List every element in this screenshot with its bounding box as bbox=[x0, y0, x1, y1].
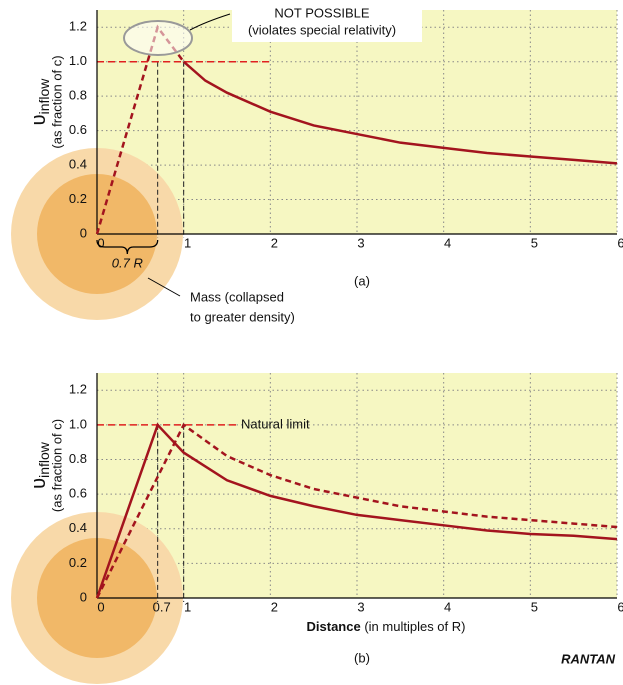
y-axis-note: (as fraction of c) bbox=[49, 419, 64, 512]
y-tick-label: 0.6 bbox=[69, 122, 87, 137]
y-tick-label: 1.0 bbox=[69, 53, 87, 68]
y-label-symbol: υ bbox=[28, 114, 50, 125]
x-tick-label: 2 bbox=[271, 235, 278, 250]
panel-label: (a) bbox=[354, 273, 370, 288]
y-tick-label: 0.2 bbox=[69, 555, 87, 570]
y-label-subscript: inflow bbox=[36, 78, 52, 115]
y-label-symbol: υ bbox=[28, 478, 50, 489]
y-tick-label: 1.0 bbox=[69, 416, 87, 431]
x-tick-label: 1 bbox=[184, 235, 191, 250]
x-axis-label: Distance (in multiples of R) bbox=[307, 619, 466, 634]
y-tick-label: 0 bbox=[80, 225, 87, 240]
y-tick-label: 1.2 bbox=[69, 382, 87, 397]
x-tick-label: 4 bbox=[444, 599, 451, 614]
annotation: NOT POSSIBLE bbox=[274, 5, 369, 20]
y-tick-label: 0.8 bbox=[69, 88, 87, 103]
panel: 0 0.2 0.4 0.6 0.8 1.0 1.2 0 1 2 3 4 5 6 υinflow(as fra… bbox=[11, 4, 623, 324]
y-tick-label: 0.4 bbox=[69, 157, 87, 172]
y-tick-label: 1.2 bbox=[69, 19, 87, 34]
y-label-subscript: inflow bbox=[36, 441, 52, 478]
x-tick-label: 3 bbox=[357, 599, 364, 614]
x-tick-label: 3 bbox=[357, 235, 364, 250]
annotation: 0.7 R bbox=[112, 255, 143, 270]
x-label-note-text: (in multiples of R) bbox=[364, 619, 465, 634]
y-axis-label: υinflow bbox=[28, 441, 51, 489]
callout-line bbox=[147, 277, 181, 297]
x-tick-label: 5 bbox=[531, 599, 538, 614]
annotation: Mass (collapsed bbox=[190, 289, 284, 304]
y-tick-label: 0.2 bbox=[69, 191, 87, 206]
y-tick-label: 0 bbox=[80, 589, 87, 604]
x-tick-label: 6 bbox=[617, 235, 623, 250]
credit: RANTAN bbox=[561, 651, 616, 666]
callout-box bbox=[232, 4, 422, 42]
panel-label: (b) bbox=[354, 650, 370, 665]
y-axis-note: (as fraction of c) bbox=[49, 55, 64, 148]
highlight-ellipse bbox=[123, 20, 193, 56]
x-tick-label: 0 bbox=[97, 599, 104, 614]
x-tick-label: 2 bbox=[271, 599, 278, 614]
y-tick-label: 0.6 bbox=[69, 486, 87, 501]
panel: 0 0.2 0.4 0.6 0.8 1.0 1.2 0 0.7 1 2 3 4 5 6 υinflow(as … bbox=[11, 373, 623, 684]
data-line bbox=[95, 422, 618, 599]
annotation: Natural limit bbox=[241, 416, 310, 431]
x-tick-label: 4 bbox=[444, 235, 451, 250]
x-tick-label: 5 bbox=[531, 235, 538, 250]
brace bbox=[96, 239, 159, 255]
y-tick-label: 0.8 bbox=[69, 451, 87, 466]
x-tick-label: 1 bbox=[184, 599, 191, 614]
x-tick-label: 0 bbox=[97, 235, 104, 250]
x-label-main: Distance bbox=[307, 619, 361, 634]
data-line bbox=[182, 60, 618, 165]
y-axis-label: υinflow bbox=[28, 78, 51, 126]
annotation: to greater density) bbox=[190, 309, 295, 324]
y-tick-label: 0.4 bbox=[69, 520, 87, 535]
x-label-note: (in multiples of R) bbox=[361, 619, 466, 634]
callout-line bbox=[189, 13, 231, 31]
annotation: (violates special relativity) bbox=[248, 22, 396, 37]
x-tick-label: 0.7 bbox=[153, 599, 171, 614]
x-tick-label: 6 bbox=[617, 599, 623, 614]
